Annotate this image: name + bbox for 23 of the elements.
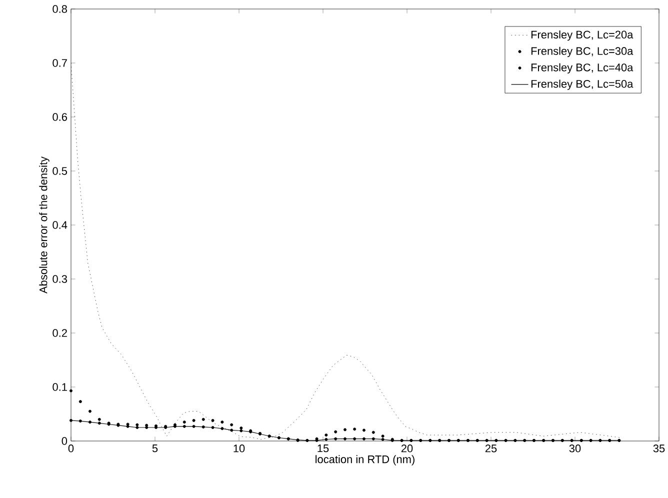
y-tick-label: 0.6 (52, 113, 67, 121)
legend-label: Frensley BC, Lc=30a (531, 46, 634, 58)
y-axis-title: Absolute error of the density (39, 156, 50, 294)
legend-label: Frensley BC, Lc=50a (531, 80, 634, 90)
x-tick-label: 15 (318, 444, 329, 452)
legend-label: Frensley BC, Lc=40a (531, 63, 634, 74)
y-tick-label: 0.3 (52, 275, 67, 283)
y-tick-label: 0.1 (52, 383, 67, 391)
y-tick-label: 0.5 (52, 167, 68, 175)
legend-label: Frensley BC, Lc=20a (531, 30, 634, 41)
y-tick-label: 0 (62, 437, 68, 445)
x-tick-label: 5 (152, 444, 158, 452)
x-tick-label: 30 (569, 444, 581, 452)
x-tick-label: 20 (401, 444, 413, 452)
x-axis-title: location in RTD (nm) (316, 455, 414, 466)
y-tick-label: 0.4 (52, 221, 68, 229)
x-tick-label: 0 (68, 444, 74, 452)
x-tick-label: 25 (485, 444, 497, 452)
x-tick-label: 10 (234, 444, 245, 452)
x-tick-label: 35 (653, 444, 665, 452)
y-tick-label: 0.7 (52, 59, 67, 67)
y-tick-label: 0.8 (52, 5, 67, 13)
y-tick-label: 0.2 (52, 329, 67, 337)
